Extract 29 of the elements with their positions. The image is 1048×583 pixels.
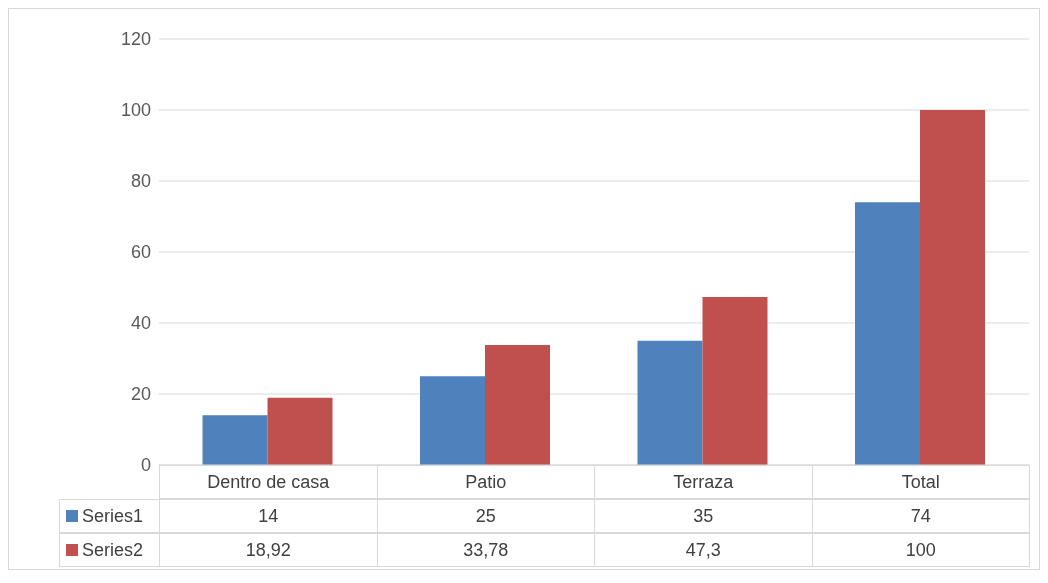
bar [702, 297, 768, 465]
x-tick-label: Terraza [594, 465, 813, 499]
data-label: 14 [159, 499, 378, 533]
bar [485, 345, 550, 465]
data-label: 100 [811, 533, 1030, 567]
bar [920, 110, 985, 465]
y-tick-label: 120 [120, 29, 151, 50]
bar [855, 202, 920, 465]
y-tick-label: 40 [130, 313, 151, 334]
data-label: 47,3 [594, 533, 813, 567]
y-tick-label: 100 [120, 100, 151, 121]
bar [637, 340, 703, 465]
x-tick-label: Dentro de casa [159, 465, 378, 499]
legend-label: Series2 [82, 539, 144, 561]
data-label: 35 [594, 499, 813, 533]
data-label: 74 [811, 499, 1030, 533]
bar [202, 415, 268, 465]
data-label: 25 [376, 499, 595, 533]
legend-label: Series1 [82, 505, 144, 527]
y-tick-label: 0 [140, 455, 151, 476]
data-label: 18,92 [159, 533, 378, 567]
bar [267, 397, 333, 465]
data-label: 33,78 [376, 533, 595, 567]
y-tick-label: 20 [130, 384, 151, 405]
x-tick-label: Patio [376, 465, 595, 499]
bar [420, 376, 485, 465]
y-tick-label: 80 [130, 171, 151, 192]
x-tick-label: Total [811, 465, 1030, 499]
y-tick-label: 60 [130, 242, 151, 263]
